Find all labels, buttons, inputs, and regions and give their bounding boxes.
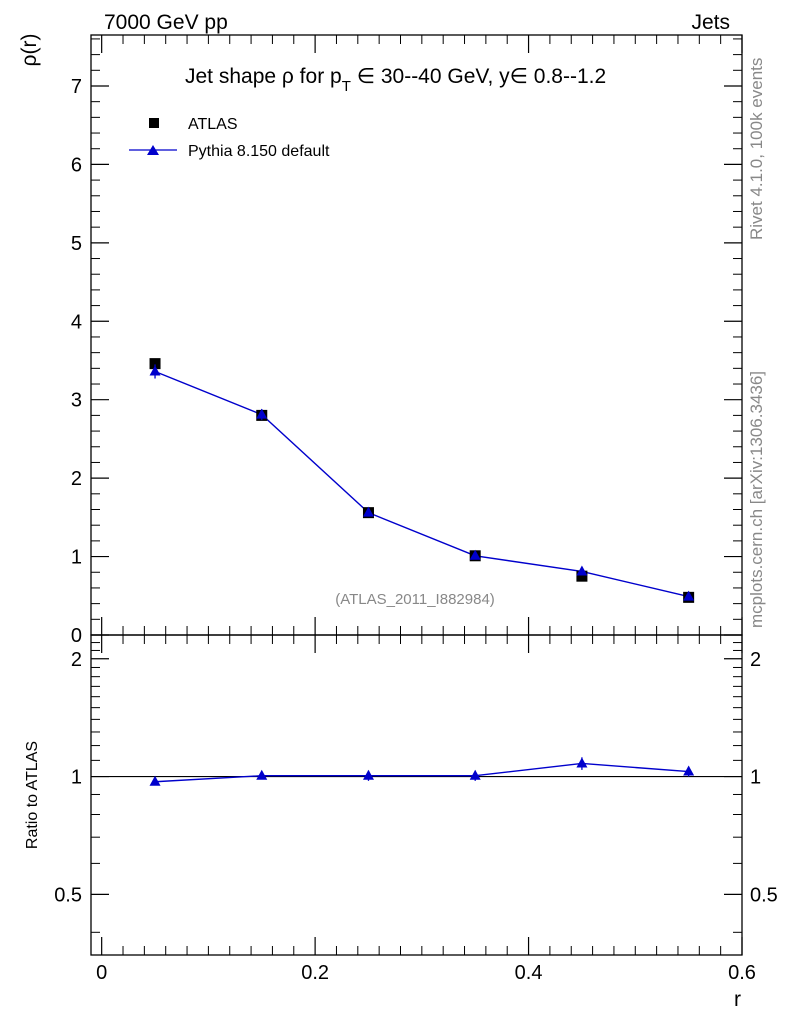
analysis-id: (ATLAS_2011_I882984)	[335, 591, 495, 608]
ratio-point-pythia	[469, 769, 481, 780]
x-axis-label: r	[734, 988, 741, 1011]
ratio-ytick-label: 0.5	[54, 884, 82, 906]
ratio-chart-layer: 0 0.2 0.4 0.6 0.5 0.5 1 1 2 2	[54, 617, 778, 984]
ratio-ytick-label-right: 0.5	[750, 884, 778, 906]
ratio-panel-frame	[90, 634, 743, 956]
main-ytick-label: 5	[71, 233, 82, 255]
mc-point-pythia	[149, 365, 161, 376]
side-label-mcplots: mcplots.cern.ch [arXiv:1306.3436]	[747, 371, 766, 628]
main-ylabel: ρ(r)	[18, 34, 41, 67]
main-ytick-label: 3	[71, 390, 82, 412]
x-tick-label: 0.4	[515, 962, 543, 984]
ratio-point-pythia	[256, 769, 268, 780]
x-tick-label: 0	[96, 962, 107, 984]
main-ytick-label: 4	[71, 311, 82, 333]
mc-point-pythia	[362, 506, 374, 517]
legend-data-label: ATLAS	[188, 116, 238, 133]
title-subscript: T	[342, 78, 351, 95]
legend-data-marker	[149, 118, 159, 128]
legend-mc-label: Pythia 8.150 default	[188, 143, 330, 160]
title-main: Jet shape ρ for p	[185, 65, 342, 88]
chart-title: Jet shape ρ for pT ∈ 30--40 GeV, y∈ 0.8-…	[185, 65, 606, 95]
header-right: Jets	[691, 11, 730, 34]
x-tick-label: 0.2	[301, 962, 329, 984]
title-rest: ∈ 30--40 GeV, y∈ 0.8--1.2	[351, 65, 606, 88]
data-point-atlas	[576, 570, 588, 582]
ratio-ytick-label-right: 2	[750, 649, 761, 671]
legend-mc-marker	[147, 145, 159, 155]
ratio-ytick-label: 1	[71, 767, 82, 789]
ratio-point-pythia	[362, 769, 374, 780]
mc-point-pythia	[683, 590, 695, 601]
ratio-point-pythia	[576, 757, 588, 768]
mc-point-pythia	[256, 408, 268, 419]
x-tick-label: 0.6	[728, 962, 756, 984]
side-label-rivet: Rivet 4.1.0, 100k events	[747, 58, 766, 240]
mc-series-line	[154, 370, 689, 598]
main-ytick-label: 6	[71, 154, 82, 176]
main-ytick-label: 7	[71, 76, 82, 98]
main-ytick-label: 0	[71, 625, 82, 647]
main-ytick-label: 1	[71, 547, 82, 569]
mc-point-pythia	[469, 549, 481, 560]
main-ytick-label: 2	[71, 468, 82, 490]
ratio-ytick-label: 2	[71, 649, 82, 671]
ratio-point-pythia	[149, 775, 161, 786]
main-chart-layer: 0 1 2 3 4 5 6 7	[71, 35, 743, 647]
ratio-series-line	[154, 762, 689, 783]
data-point-atlas	[149, 358, 161, 370]
ratio-point-pythia	[683, 765, 695, 776]
ratio-ytick-label-right: 1	[750, 767, 761, 789]
header-left: 7000 GeV pp	[104, 11, 228, 34]
mc-point-pythia	[576, 565, 588, 576]
ratio-ylabel: Ratio to ATLAS	[24, 741, 41, 849]
